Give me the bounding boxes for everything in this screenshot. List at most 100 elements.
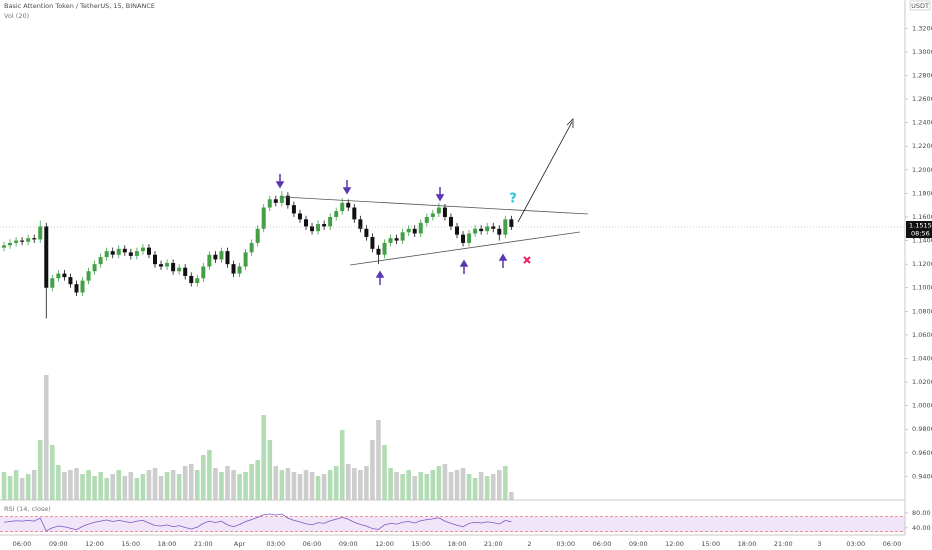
y-tick-label: 1.3000 [912,48,932,56]
volume-bar [291,472,297,500]
x-tick-label: 18:00 [158,540,177,548]
volume-bar [267,440,273,500]
x-tick-label: 21:00 [194,540,213,548]
candle-body [346,202,351,208]
y-tick-label: 1.0200 [912,378,932,386]
candle-body [243,252,248,267]
candle-body [74,284,79,293]
candle-body [310,226,315,232]
volume-bar [116,470,122,500]
candle-body [26,238,31,242]
y-tick-label: 1.3200 [912,24,932,32]
volume-bar [110,474,116,500]
volume-bar [297,474,303,500]
candle-body [394,238,399,241]
volume-bar [237,474,242,500]
y-tick-label: 1.2200 [912,142,932,150]
up-arrow-head [498,253,508,261]
x-tick-label: 09:00 [629,540,648,548]
volume-bar [436,466,442,500]
candle-body [297,213,302,220]
candle-body [134,251,139,256]
volume-bar [74,468,79,500]
candle-body [261,207,266,229]
candle-body [388,238,393,243]
volume-bar [19,478,25,500]
volume-bar [394,472,399,500]
volume-bar [98,472,103,500]
volume-bar [484,476,490,500]
volume-bar [424,474,430,500]
volume-bar [170,470,176,500]
trendline-upper [282,196,589,215]
volume-bar [213,468,218,500]
candle-body [44,226,49,288]
currency-box [909,0,931,11]
trendline-lower [349,231,581,266]
volume-bar [255,460,260,500]
candle-body [328,216,333,227]
volume-bar [176,474,182,500]
candle-body [86,271,91,281]
candle-body [418,222,423,234]
x-tick-label: 06:00 [593,540,612,548]
x-tick-label: 06:00 [13,540,32,548]
volume-bar [448,472,454,500]
candle-body [316,224,321,232]
volume-bar [388,468,393,500]
candle-body [104,251,109,258]
candle-body [430,213,435,217]
candle-body [165,262,170,267]
volume-bar [7,476,13,500]
volume-bar [333,466,339,500]
candle-body [412,228,417,234]
volume-bar [496,470,502,500]
candle-body [146,247,151,255]
volume-bar [352,468,357,500]
volume-bar [31,470,37,500]
x-tick-label: 21:00 [774,540,793,548]
candle-body [364,228,369,238]
candle-body [455,226,459,235]
candle-body [128,252,133,256]
up-arrow-head [375,270,385,278]
candle-body [56,273,61,279]
volume-bar [92,476,97,500]
up-arrow-head [459,259,469,267]
candle-body [503,219,508,235]
volume-bar [164,472,170,500]
volume-bar [182,466,188,500]
candle-body [376,248,381,255]
candle-body [153,254,157,265]
y-tick-label: 1.1000 [912,284,932,292]
candle-body [370,237,375,249]
volume-bar [37,440,43,500]
volume-bar [273,466,279,500]
x-tick-label: 15:00 [411,540,430,548]
volume-bar [225,466,230,500]
candle-body [479,228,484,232]
candle-body [171,262,176,272]
candle-body [491,226,496,229]
candle-body [237,266,242,274]
candle-body [334,211,339,217]
x-tick-label: 09:00 [49,540,68,548]
cross-stroke [523,256,531,264]
volume-bar [25,474,31,500]
volume-bar [430,470,436,500]
candle-body [62,273,67,278]
candle-body [340,202,345,212]
candle-body [14,240,19,243]
candle-body [497,228,502,235]
candle-body [231,264,236,274]
volume-bar [68,470,73,500]
candle-body [2,245,6,248]
candle-body [467,233,472,243]
volume-bar [315,476,321,500]
down-arrow-head [275,181,285,189]
candle-body [382,242,387,255]
volume-bar [194,470,200,500]
